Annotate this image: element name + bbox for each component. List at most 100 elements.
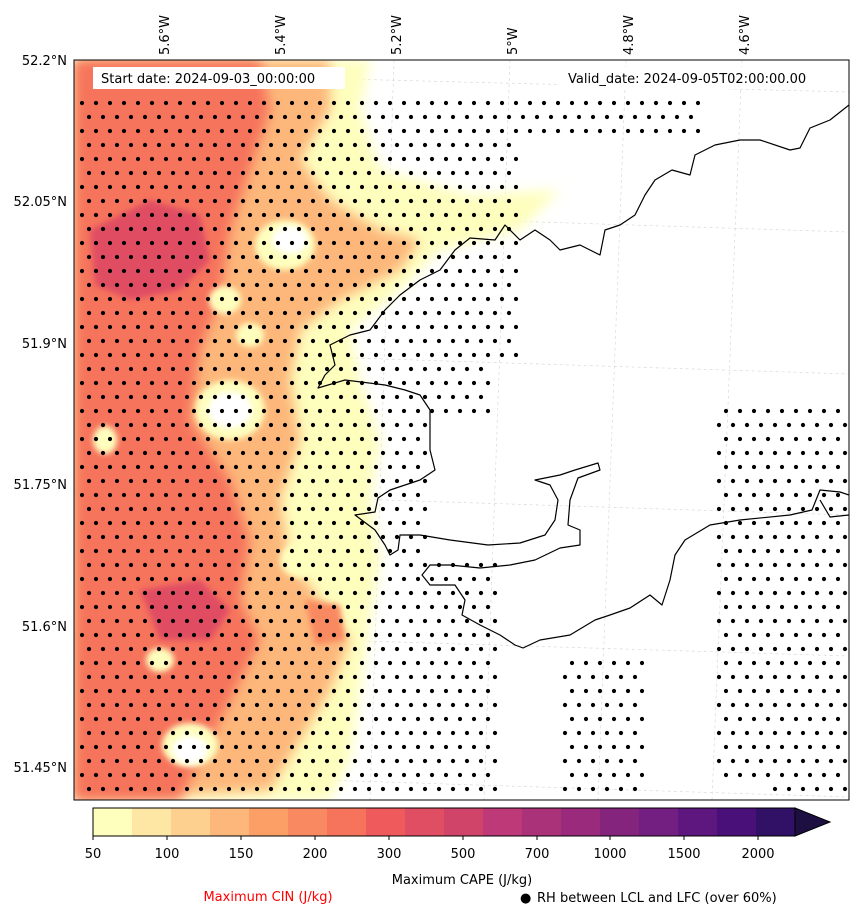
- rh-dot: [401, 240, 407, 246]
- rh-dot: [485, 660, 491, 666]
- rh-dot: [394, 170, 400, 176]
- rh-dot: [100, 506, 106, 512]
- rh-dot: [261, 156, 267, 162]
- colorbar-cell: [366, 808, 406, 836]
- rh-dot: [744, 674, 750, 680]
- rh-dot: [233, 212, 239, 218]
- rh-dot: [303, 604, 309, 610]
- rh-dot: [128, 338, 134, 344]
- rh-dot: [121, 100, 127, 106]
- rh-dot: [807, 660, 813, 666]
- rh-dot: [387, 296, 393, 302]
- rh-dot: [450, 310, 456, 316]
- rh-dot: [331, 156, 337, 162]
- rh-dot: [835, 716, 841, 722]
- rh-dot: [415, 240, 421, 246]
- rh-dot: [184, 394, 190, 400]
- rh-dot: [303, 520, 309, 526]
- rh-dot: [324, 786, 330, 792]
- rh-dot: [716, 506, 722, 512]
- rh-dot: [345, 100, 351, 106]
- rh-dot: [751, 492, 757, 498]
- rh-dot: [569, 688, 575, 694]
- rh-dot: [303, 744, 309, 750]
- rh-dot: [149, 436, 155, 442]
- rh-dot: [758, 450, 764, 456]
- rh-dot: [324, 674, 330, 680]
- rh-dot: [296, 338, 302, 344]
- rh-dot: [79, 604, 85, 610]
- rh-dot: [821, 436, 827, 442]
- rh-dot: [835, 548, 841, 554]
- rh-dot: [170, 450, 176, 456]
- rh-dot: [681, 100, 687, 106]
- rh-dot: [457, 716, 463, 722]
- rh-dot: [254, 338, 260, 344]
- rh-dot: [331, 324, 337, 330]
- rh-dot: [254, 758, 260, 764]
- rh-dot: [156, 310, 162, 316]
- rh-dot: [226, 226, 232, 232]
- rh-stipple-dots: [79, 100, 848, 792]
- rh-dot: [198, 338, 204, 344]
- rh-dot: [198, 646, 204, 652]
- rh-dot: [625, 100, 631, 106]
- rh-dot: [380, 366, 386, 372]
- rh-dot: [800, 422, 806, 428]
- rh-dot: [79, 184, 85, 190]
- rh-dot: [142, 590, 148, 596]
- rh-dot: [513, 240, 519, 246]
- rh-dot: [163, 632, 169, 638]
- rh-dot: [114, 170, 120, 176]
- rh-dot: [380, 618, 386, 624]
- rh-dot: [142, 534, 148, 540]
- rh-dot: [324, 366, 330, 372]
- rh-dot: [639, 100, 645, 106]
- rh-dot: [100, 394, 106, 400]
- rh-dot: [247, 688, 253, 694]
- rh-dot: [772, 786, 778, 792]
- rh-dot: [478, 170, 484, 176]
- rh-dot: [450, 618, 456, 624]
- rh-dot: [156, 506, 162, 512]
- rh-dot: [303, 436, 309, 442]
- rh-dot: [345, 240, 351, 246]
- rh-dot: [184, 254, 190, 260]
- cin-legend-label: Maximum CIN (J/kg): [203, 890, 332, 905]
- colorbar-cell: [444, 808, 484, 836]
- colorbar-cell: [639, 808, 679, 836]
- rh-dot: [499, 100, 505, 106]
- start-date-label: Start date: 2024-09-03_00:00:00: [101, 72, 315, 87]
- rh-dot: [268, 758, 274, 764]
- rh-dot: [317, 296, 323, 302]
- rh-dot: [415, 660, 421, 666]
- rh-dot: [457, 156, 463, 162]
- rh-dot: [79, 464, 85, 470]
- rh-dot: [401, 548, 407, 554]
- rh-dot: [205, 408, 211, 414]
- colorbar-cell: [249, 808, 289, 836]
- rh-dot: [233, 604, 239, 610]
- rh-dot: [114, 114, 120, 120]
- rh-dot: [380, 590, 386, 596]
- rh-dot: [135, 408, 141, 414]
- rh-dot: [331, 100, 337, 106]
- rh-dot: [247, 576, 253, 582]
- rh-dot: [380, 562, 386, 568]
- rh-dot: [387, 268, 393, 274]
- rh-dot: [338, 254, 344, 260]
- rh-dot: [359, 520, 365, 526]
- rh-dot: [492, 758, 498, 764]
- rh-dot: [492, 338, 498, 344]
- rh-dot: [191, 688, 197, 694]
- rh-dot: [814, 646, 820, 652]
- rh-dot: [114, 562, 120, 568]
- rh-dot: [289, 632, 295, 638]
- rh-dot: [282, 646, 288, 652]
- rh-dot: [86, 310, 92, 316]
- rh-dot: [443, 352, 449, 358]
- rh-dot: [492, 590, 498, 596]
- rh-dot: [485, 632, 491, 638]
- rh-dot: [114, 786, 120, 792]
- rh-dot: [177, 128, 183, 134]
